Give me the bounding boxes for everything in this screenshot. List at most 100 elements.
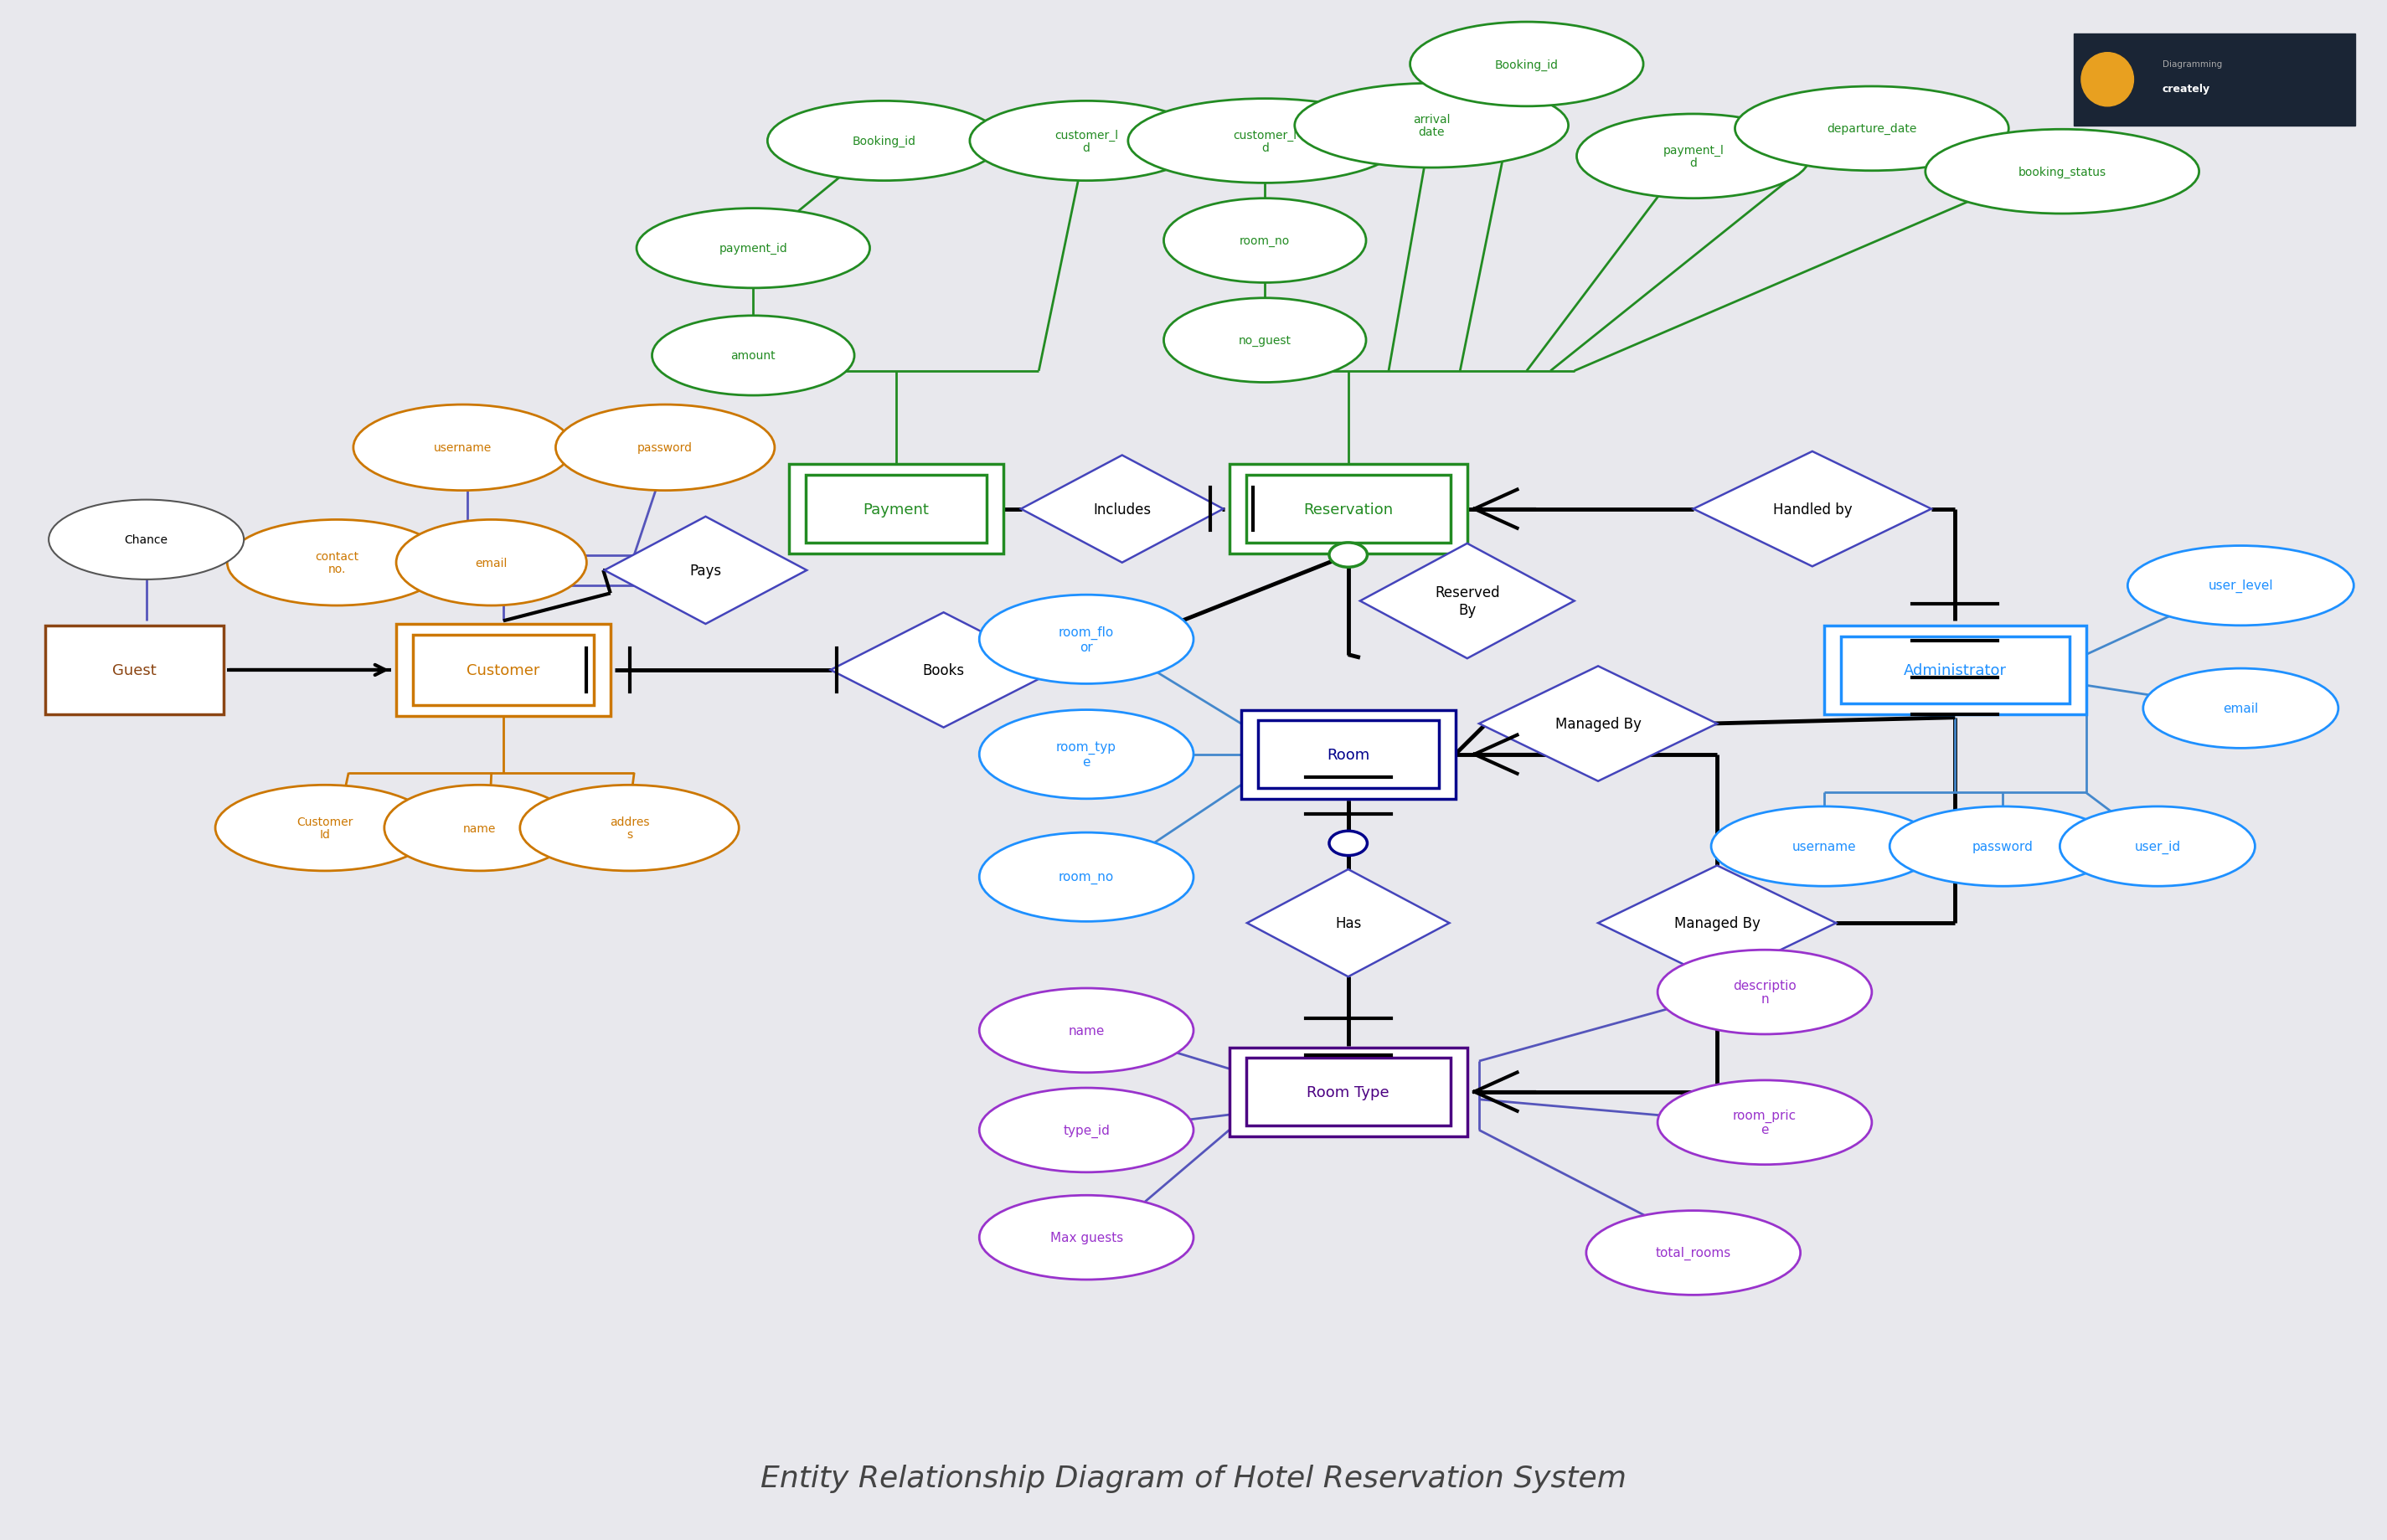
Ellipse shape [1891,807,2115,887]
FancyBboxPatch shape [788,465,1003,554]
Text: Booking_id: Booking_id [1494,59,1559,71]
Text: Managed By: Managed By [1673,916,1759,930]
Ellipse shape [384,785,575,872]
Text: Includes: Includes [1093,502,1151,517]
Ellipse shape [1165,299,1365,383]
FancyBboxPatch shape [1824,625,2086,715]
Text: username: username [1793,841,1857,853]
Ellipse shape [769,102,1000,182]
Text: Pays: Pays [690,564,721,578]
Text: Customer: Customer [468,662,539,678]
Ellipse shape [2081,54,2134,106]
Polygon shape [1692,451,1931,567]
Ellipse shape [1657,950,1871,1035]
Ellipse shape [227,521,446,605]
Polygon shape [1480,667,1716,781]
Ellipse shape [979,596,1194,684]
Text: Has: Has [1334,916,1361,930]
Text: Administrator: Administrator [1902,662,2007,678]
Text: creately: creately [2163,83,2210,95]
Ellipse shape [48,501,243,581]
Ellipse shape [1587,1210,1800,1295]
Text: user_id: user_id [2134,839,2179,853]
Ellipse shape [979,989,1194,1073]
Ellipse shape [1578,114,1809,199]
Text: no_guest: no_guest [1239,334,1291,346]
Text: Entity Relationship Diagram of Hotel Reservation System: Entity Relationship Diagram of Hotel Res… [761,1465,1626,1492]
Ellipse shape [979,1089,1194,1172]
Polygon shape [1246,870,1449,976]
Text: name: name [1069,1024,1105,1036]
Ellipse shape [396,521,587,605]
Ellipse shape [979,833,1194,922]
Ellipse shape [2127,547,2354,625]
FancyBboxPatch shape [45,625,224,715]
Polygon shape [604,517,807,624]
Text: username: username [434,442,492,454]
Text: addres
s: addres s [609,816,649,841]
Text: Reserved
By: Reserved By [1435,585,1499,618]
Text: Guest: Guest [112,662,158,678]
Text: Room: Room [1327,747,1370,762]
Ellipse shape [1657,1081,1871,1164]
FancyBboxPatch shape [1258,721,1439,788]
Text: total_rooms: total_rooms [1657,1246,1731,1260]
Ellipse shape [1165,199,1365,283]
Text: room_pric
e: room_pric e [1733,1109,1797,1137]
Text: room_no: room_no [1060,872,1115,884]
Ellipse shape [1711,807,1938,887]
Ellipse shape [556,405,776,491]
FancyBboxPatch shape [1229,465,1468,554]
Text: Managed By: Managed By [1554,716,1642,731]
Ellipse shape [979,1195,1194,1280]
FancyBboxPatch shape [1840,636,2070,704]
Text: contact
no.: contact no. [315,551,358,576]
Text: Payment: Payment [864,502,929,517]
Text: customer_l
d: customer_l d [1234,129,1296,154]
Text: email: email [2222,702,2258,715]
Polygon shape [1361,544,1575,659]
Ellipse shape [1926,129,2198,214]
FancyBboxPatch shape [413,634,594,705]
Text: room_flo
or: room_flo or [1060,627,1115,653]
Text: Room Type: Room Type [1308,1084,1389,1100]
Text: arrival
date: arrival date [1413,114,1451,139]
Polygon shape [1022,456,1222,564]
Ellipse shape [969,102,1203,182]
Text: email: email [475,557,508,568]
Text: payment_id: payment_id [718,243,788,254]
Ellipse shape [1294,85,1568,168]
Text: name: name [463,822,496,835]
Text: payment_l
d: payment_l d [1664,145,1723,169]
FancyBboxPatch shape [396,624,611,716]
Text: booking_status: booking_status [2017,166,2105,179]
Ellipse shape [2060,807,2256,887]
Polygon shape [1599,865,1836,981]
FancyBboxPatch shape [2074,34,2356,126]
Text: Diagramming: Diagramming [2163,60,2222,69]
Text: Books: Books [924,662,964,678]
Text: password: password [637,442,692,454]
Text: Max guests: Max guests [1050,1232,1122,1244]
Polygon shape [831,613,1057,728]
Ellipse shape [353,405,573,491]
Ellipse shape [652,316,855,396]
Text: Booking_id: Booking_id [852,136,917,148]
Ellipse shape [637,209,869,288]
FancyBboxPatch shape [804,476,986,544]
Ellipse shape [1129,99,1401,183]
Text: Customer
Id: Customer Id [296,816,353,841]
Ellipse shape [1411,23,1642,106]
Ellipse shape [1735,88,2007,171]
Text: password: password [1972,841,2034,853]
Text: Handled by: Handled by [1774,502,1852,517]
Text: departure_date: departure_date [1826,123,1917,136]
FancyBboxPatch shape [1246,1058,1451,1126]
FancyBboxPatch shape [1246,476,1451,544]
Circle shape [1330,832,1368,856]
Text: amount: amount [730,350,776,362]
Ellipse shape [979,710,1194,799]
Text: room_no: room_no [1239,236,1289,246]
Text: Chance: Chance [124,534,167,545]
Circle shape [1330,544,1368,568]
